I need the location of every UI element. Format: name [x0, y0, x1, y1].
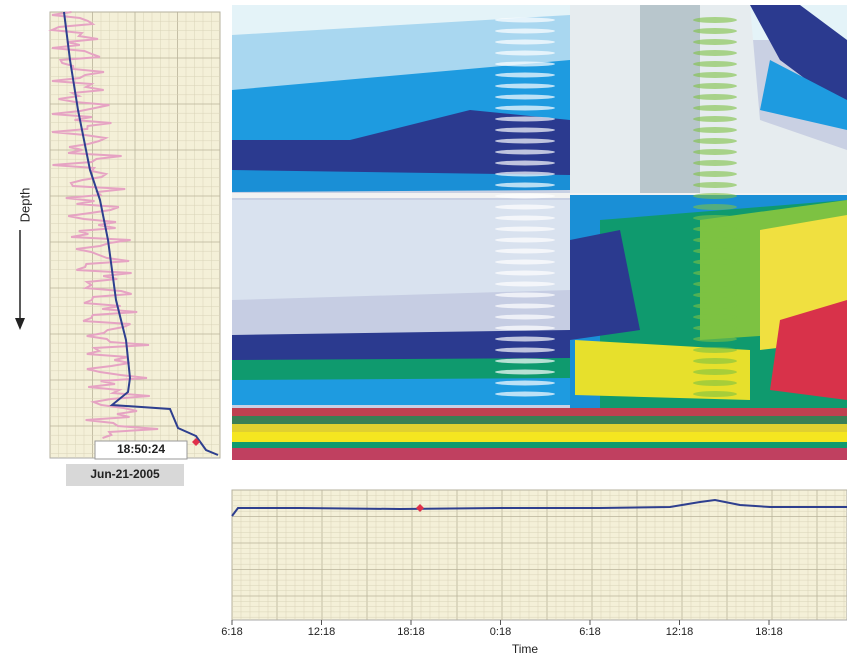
ripple [495, 259, 555, 265]
bottom-marker [416, 504, 424, 512]
ripple [693, 358, 737, 364]
ripple [693, 72, 737, 78]
ripple [693, 94, 737, 100]
ripple [495, 248, 555, 254]
ripple [495, 347, 555, 353]
ripple [693, 259, 737, 265]
ripple [693, 116, 737, 122]
ripple [693, 61, 737, 67]
ripple [693, 281, 737, 287]
bottom-panel [231, 489, 847, 621]
ripple [495, 336, 555, 342]
bottom-grid [231, 489, 847, 620]
ripple [495, 83, 555, 89]
ripple [495, 391, 555, 397]
ripple [495, 105, 555, 111]
ripple [495, 138, 555, 144]
depth-axis-label: Depth [17, 188, 32, 223]
x-tick-label: 6:18 [579, 626, 600, 638]
ripple [693, 314, 737, 320]
ripple [693, 292, 737, 298]
ripple [495, 215, 555, 221]
ripple [693, 248, 737, 254]
depth-arrowhead [15, 318, 25, 330]
ripple [693, 325, 737, 331]
ripple [495, 116, 555, 122]
ripple [495, 171, 555, 177]
bottom-trace [231, 498, 847, 517]
ripple [693, 83, 737, 89]
ripple [495, 303, 555, 309]
ripple [495, 369, 555, 375]
time-label: 18:50:24 [117, 442, 165, 456]
x-tick-label: 12:18 [308, 626, 336, 638]
ripple [495, 325, 555, 331]
ripple [495, 237, 555, 243]
ripple [495, 72, 555, 78]
ripple [693, 215, 737, 221]
ripple [693, 17, 737, 23]
ripple [693, 28, 737, 34]
ripple [693, 39, 737, 45]
ripple [693, 303, 737, 309]
ripple [495, 314, 555, 320]
ripple [693, 369, 737, 375]
ripple [495, 50, 555, 56]
ripple [495, 160, 555, 166]
ripple [693, 391, 737, 397]
ripple [495, 193, 555, 199]
ripple [693, 138, 737, 144]
ripple [693, 50, 737, 56]
ripple [495, 127, 555, 133]
ripple [495, 270, 555, 276]
date-label: Jun-21-2005 [90, 467, 160, 481]
ripple [495, 281, 555, 287]
ripple [495, 358, 555, 364]
date-box [66, 464, 184, 486]
ripple [495, 28, 555, 34]
x-tick-label: 18:18 [755, 626, 783, 638]
ripple [495, 61, 555, 67]
depth-trace [63, 11, 219, 456]
ripple [693, 160, 737, 166]
ripple [693, 193, 737, 199]
pink-trace [48, 11, 159, 439]
ripple [693, 336, 737, 342]
ripple [693, 182, 737, 188]
ripple [495, 204, 555, 210]
ripple [693, 171, 737, 177]
ripple [693, 270, 737, 276]
x-tick-label: 0:18 [490, 626, 511, 638]
ripple [693, 149, 737, 155]
x-tick-label: 12:18 [666, 626, 694, 638]
ripple [495, 94, 555, 100]
ripple [495, 39, 555, 45]
ripple [495, 182, 555, 188]
x-tick-label: 6:18 [221, 626, 242, 638]
ripple [495, 380, 555, 386]
ripple [495, 17, 555, 23]
time-box [94, 440, 188, 460]
ripple [693, 105, 737, 111]
depth-grid [49, 11, 221, 458]
ripple [495, 292, 555, 298]
ripple [693, 380, 737, 386]
ripple [693, 204, 737, 210]
ripple [495, 149, 555, 155]
x-tick-label: 18:18 [397, 626, 425, 638]
depth-marker [192, 438, 200, 446]
x-axis-label: Time [512, 642, 539, 656]
heatmap [232, 5, 847, 460]
ripple [495, 226, 555, 232]
ripple [693, 347, 737, 353]
ripple [693, 226, 737, 232]
ripple [693, 237, 737, 243]
ripple [693, 127, 737, 133]
